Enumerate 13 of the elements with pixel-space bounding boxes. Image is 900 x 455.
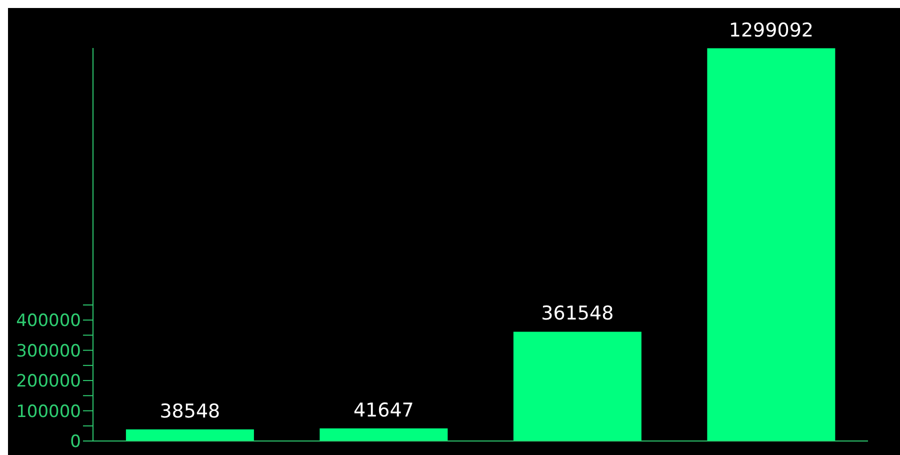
- bar: [126, 429, 254, 441]
- y-tick-label: 300000: [16, 341, 81, 362]
- bar: [513, 332, 642, 441]
- y-tick-label: 400000: [16, 311, 81, 332]
- bar: [320, 428, 448, 441]
- data-label: 41647: [353, 399, 414, 422]
- data-label: 1299092: [728, 19, 814, 42]
- y-tick-label: 100000: [16, 402, 81, 422]
- y-tick-label: 200000: [16, 372, 81, 392]
- y-tick-label: 0: [70, 432, 81, 452]
- bar: [707, 48, 836, 441]
- data-label: 361548: [541, 302, 614, 325]
- data-label: 38548: [160, 400, 220, 422]
